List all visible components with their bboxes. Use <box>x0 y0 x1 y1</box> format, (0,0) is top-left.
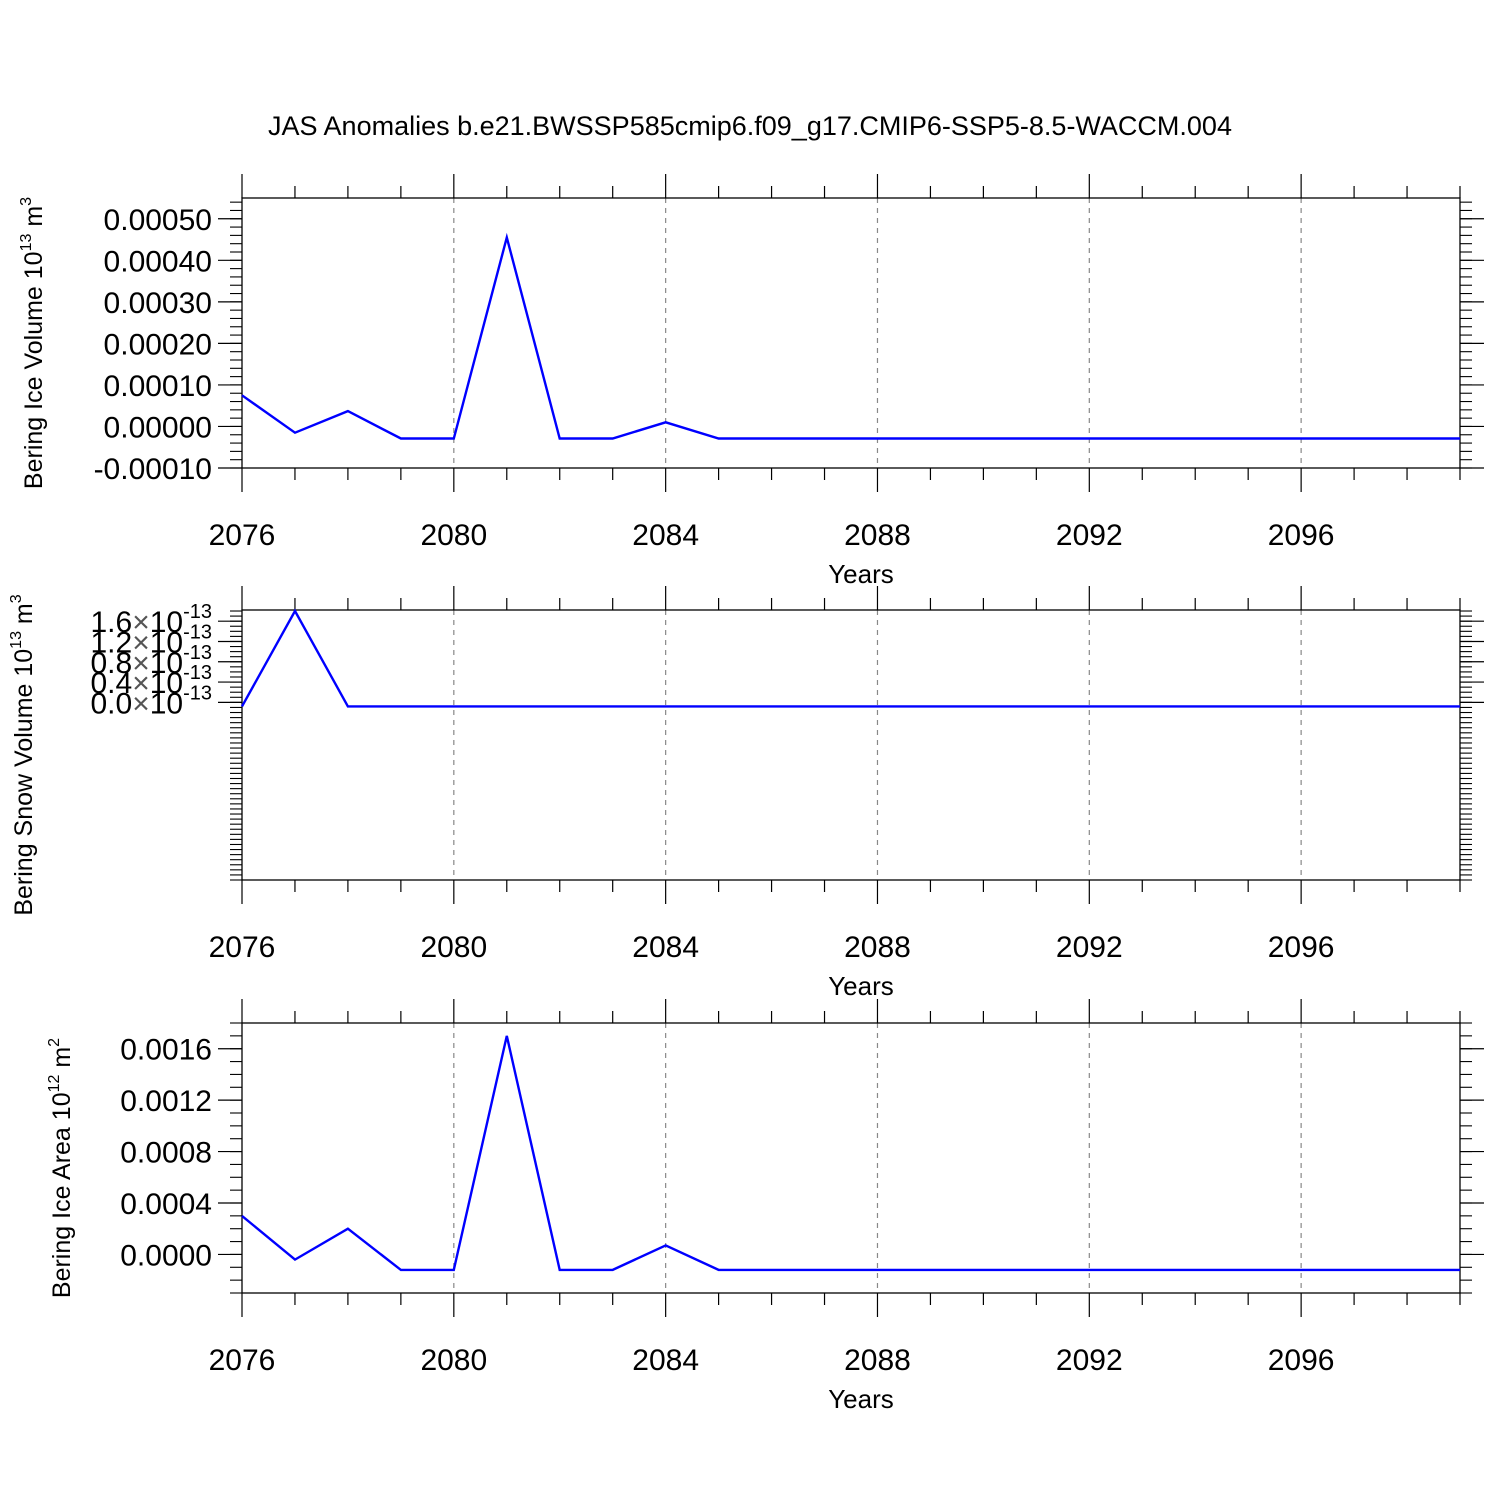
y-tick-label: 0.4×10-13 <box>90 662 212 700</box>
x-tick-label: 2080 <box>420 519 487 552</box>
x-tick-label: 2092 <box>1056 931 1123 964</box>
x-tick-label: 2076 <box>209 931 276 964</box>
y-tick-label: 1.6×10-13 <box>90 601 212 639</box>
series-line <box>241 1035 1460 1272</box>
x-tick-label: 2084 <box>632 519 699 552</box>
y-axis-title: Bering Ice Volume 1013 m3 <box>18 197 48 489</box>
y-tick-label: 0.0000 <box>120 1239 212 1272</box>
x-tick-label: 2092 <box>1056 519 1123 552</box>
y-tick-label: 0.0016 <box>120 1034 212 1067</box>
x-axis-title: Years <box>828 1384 894 1414</box>
chart-panel-3: 2076 2080 2084 2088 2092 2096 Years 0.0000 0.000… <box>46 999 1484 1414</box>
x-tick-label: 2076 <box>209 1344 276 1377</box>
x-tick-label: 2080 <box>420 1344 487 1377</box>
plot-frame <box>241 1022 1461 1294</box>
y-tick-label: 0.00010 <box>104 370 212 403</box>
y-tick-label: 0.8×10-13 <box>90 642 212 680</box>
y-tick-label: 0.00020 <box>104 328 212 361</box>
x-tick-label: 2088 <box>844 519 911 552</box>
series-line <box>241 232 1460 440</box>
y-tick-label: -0.00010 <box>94 453 212 486</box>
x-tick-label: 2088 <box>844 1344 911 1377</box>
plot-frame <box>241 609 1461 881</box>
y-tick-label: 1.2×10-13 <box>90 621 212 659</box>
x-axis-title: Years <box>828 559 894 589</box>
y-tick-label: 0.0×10-13 <box>90 682 212 720</box>
x-tick-label: 2080 <box>420 931 487 964</box>
y-tick-label: 0.0004 <box>120 1188 212 1221</box>
y-tick-label: 0.00030 <box>104 287 212 320</box>
y-tick-label: 0.00000 <box>104 411 212 444</box>
x-tick-label: 2084 <box>632 1344 699 1377</box>
series-line <box>240 608 1460 708</box>
plot-frame <box>241 197 1461 469</box>
y-tick-label: 0.0008 <box>120 1137 212 1170</box>
x-tick-label: 2076 <box>209 519 276 552</box>
x-tick-label: 2084 <box>632 931 699 964</box>
y-axis-title: Bering Ice Area 1012 m2 <box>46 1038 76 1298</box>
x-tick-label: 2096 <box>1268 931 1335 964</box>
x-axis-title: Years <box>828 971 894 1001</box>
y-axis-title: Bering Snow Volume 1013 m3 <box>8 594 38 915</box>
x-tick-label: 2096 <box>1268 1344 1335 1377</box>
chart-panel-1: 2076 2080 2084 2088 2092 2096 Years -0.00010 0.0… <box>18 174 1484 589</box>
figure-title: JAS Anomalies b.e21.BWSSP585cmip6.f09_g1… <box>268 111 1232 141</box>
x-tick-label: 2096 <box>1268 519 1335 552</box>
x-tick-label: 2092 <box>1056 1344 1123 1377</box>
y-tick-label: 0.0012 <box>120 1085 212 1118</box>
y-tick-label: 0.00040 <box>104 245 212 278</box>
y-tick-label: 0.00050 <box>104 204 212 237</box>
chart-panel-2: 2076 2080 2084 2088 2092 2096 Years 0.0×10-130.… <box>8 586 1484 1001</box>
x-tick-label: 2088 <box>844 931 911 964</box>
